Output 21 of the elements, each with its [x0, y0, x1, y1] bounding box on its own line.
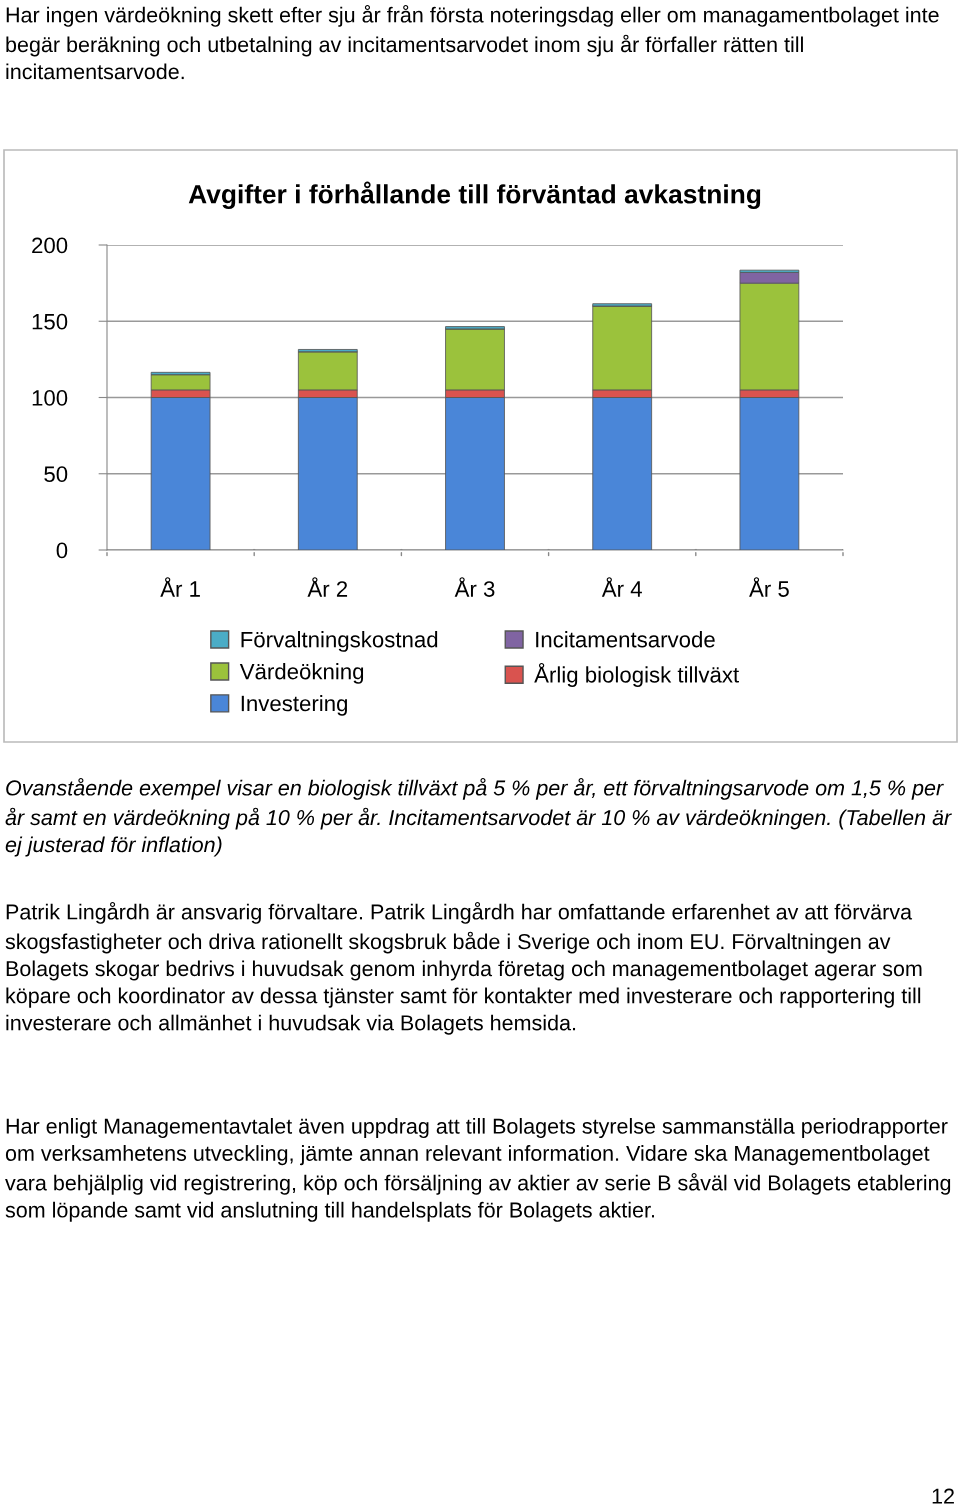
- x-tick-label: År 5: [749, 577, 789, 597]
- y-tick-label: 100: [32, 390, 68, 406]
- text: 12: [932, 1488, 954, 1504]
- legend-label: Incitamentsarvode: [536, 631, 715, 648]
- y-tick-label: 50: [44, 466, 68, 483]
- text: Patrik Lingårdh är ansvarig förvaltare. Patrik Lingårdh har omfattande erfarenhet av att förvärva skogsfastigheter och driva rationellt skogsbruk både i Sverige och inom EU. Förvaltningen av Bolagets skogar bedrivs i huvudsak genom inhyrda företag och managementbolaget agerar som köpare och koordinator av dessa tjänster samt för kontakter med investerare och rapportering till investerare och allmänhet i huvudsak via Bolagets hemsida.: [5, 902, 922, 1035]
- text: Ovanstående exempel visar en biologisk tillväxt på 5 % per år, ett förvaltningsarvode om 1,5 % per år samt en värdeökning på 10 % per år. Incitamentsarvodet är 10 % av värdeökningen. (Tabellen är ej justerad för inflation): [5, 778, 952, 857]
- y-tick-label: 200: [32, 237, 68, 254]
- y-tick-label: 150: [32, 313, 68, 330]
- text: Har enligt Managementavtalet även uppdrag att till Bolagets styrelse sammanställa periodrapporter om verksamhetens utveckling, jämte annan relevant information. Vidare ska Managementbolaget vara behjälplig vid registrering, köp och försäljning av aktier av serie B såväl vid Bolagets etablering som löpande samt vid anslutning till handelsplats för Bolagets aktier.: [5, 1118, 951, 1222]
- x-tick-label: År 4: [601, 577, 642, 597]
- x-tick-label: År 1: [160, 577, 200, 597]
- legend-label: Värdeökning: [239, 663, 364, 684]
- x-tick-label: År 2: [307, 577, 348, 597]
- legend-label: Investering: [241, 695, 347, 716]
- y-tick-label: 0: [56, 542, 68, 559]
- text: Har ingen värdeökning skett efter sju år från första noteringsdag eller om managamentbolaget inte begär beräkning och utbetalning av incitamentsarvodet inom sju år förfaller rätten till incitamentsarvode.: [6, 5, 939, 80]
- legend-label: Förvaltningskostnad: [241, 631, 438, 652]
- legend-label: Årlig biologisk tillväxt: [534, 662, 739, 688]
- chart-title: Avgifter i förhållande till förväntad avkastning: [188, 181, 761, 209]
- x-tick-label: År 3: [454, 577, 495, 597]
